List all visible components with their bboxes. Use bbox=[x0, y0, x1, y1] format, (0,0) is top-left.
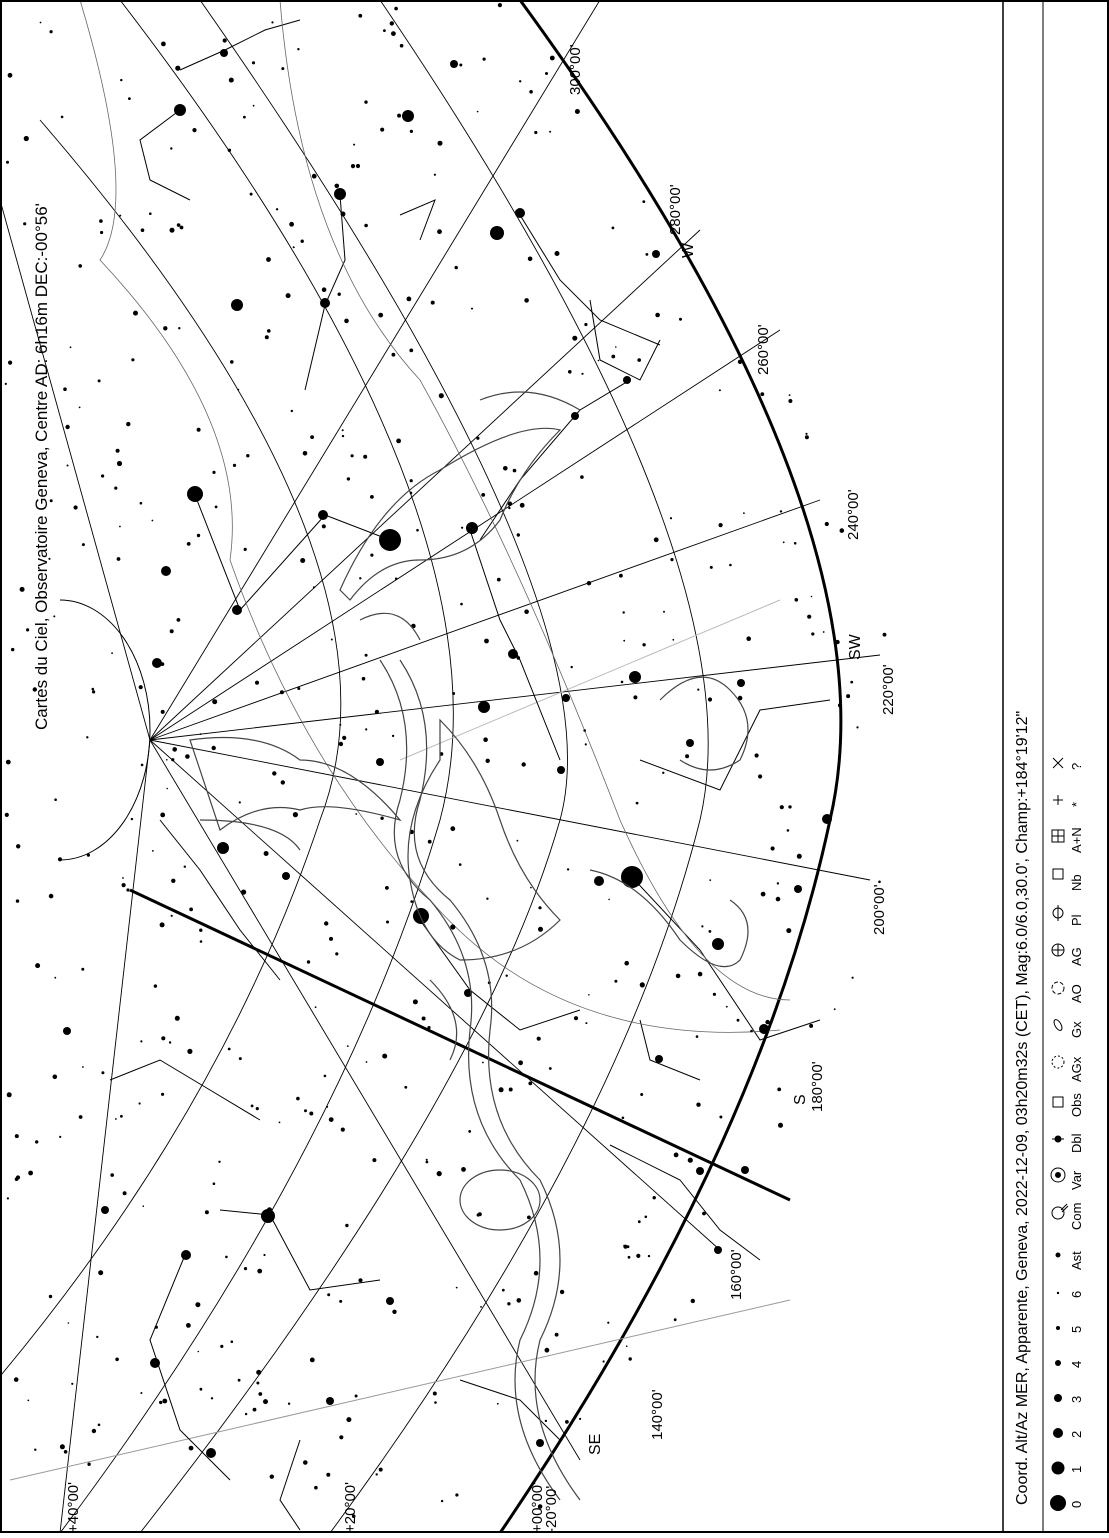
legend-dbl: Dbl bbox=[1069, 1133, 1084, 1153]
cardinal-sw: SW bbox=[847, 633, 864, 660]
meridian-line bbox=[129, 888, 791, 1202]
chart-footer: Coord. Alt/Az MER, Apparente, Geneva, 20… bbox=[1014, 710, 1031, 1505]
az-label-140: 140°00' bbox=[649, 1389, 666, 1440]
alt-label-40: +40°00' bbox=[65, 1482, 82, 1533]
legend-agx: AGx bbox=[1069, 1056, 1084, 1082]
azimuth-labels: 300°00' 280°00' 260°00' 240°00' 220°00' … bbox=[567, 44, 897, 1440]
az-label-260: 260°00' bbox=[755, 324, 772, 375]
milky-way-outline bbox=[80, 2, 781, 1033]
milky-way-outline-2 bbox=[279, 2, 791, 1001]
ecliptic-line bbox=[399, 599, 781, 761]
legend-unknown: ? bbox=[1069, 762, 1084, 770]
legend-ag: AG bbox=[1069, 947, 1084, 966]
legend-mag-1: 1 bbox=[1069, 1465, 1084, 1473]
alt-label-minus20: -20°00' bbox=[543, 1486, 560, 1533]
az-label-180: 180°00' bbox=[809, 1061, 826, 1112]
legend-nb: Nb bbox=[1069, 874, 1084, 891]
az-label-160: 160°00' bbox=[728, 1249, 745, 1300]
legend-mag-4: 4 bbox=[1069, 1360, 1084, 1368]
legend-star: * bbox=[1069, 801, 1084, 807]
legend-mag-0: 0 bbox=[1069, 1500, 1084, 1508]
legend-ao: AO bbox=[1069, 984, 1084, 1003]
cardinal-labels: W SW S SE bbox=[587, 242, 864, 1455]
zenith-cap bbox=[59, 599, 151, 861]
legend-gx: Gx bbox=[1069, 1021, 1084, 1038]
cardinal-se: SE bbox=[587, 1434, 604, 1455]
legend-magnitude-dots bbox=[1050, 1291, 1066, 1511]
alt-label-20: +20°00' bbox=[342, 1482, 359, 1533]
equator-line bbox=[9, 1299, 791, 1481]
legend-ast: Ast bbox=[1069, 1251, 1084, 1270]
legend-com: Com bbox=[1069, 1202, 1084, 1230]
legend-pl: Pl bbox=[1069, 914, 1084, 926]
constellation-figures bbox=[189, 391, 749, 1501]
legend-mag-5: 5 bbox=[1069, 1325, 1084, 1333]
cardinal-w: W bbox=[680, 242, 697, 258]
az-label-240: 240°00' bbox=[845, 489, 862, 540]
legend-object-symbols bbox=[1050, 757, 1069, 1258]
alt-label-0: +00°00' bbox=[529, 1482, 546, 1533]
legend-a-plus-n: A+N bbox=[1069, 827, 1084, 853]
legend-mag-3: 3 bbox=[1069, 1395, 1084, 1403]
constellation-lines bbox=[109, 19, 831, 1531]
legend-var: Var bbox=[1069, 1170, 1084, 1190]
altitude-labels: +40°00' +20°00' +00°00' -20°00' bbox=[65, 1482, 560, 1533]
legend-obs: Obs bbox=[1069, 1093, 1084, 1117]
bright-stars bbox=[63, 49, 832, 1458]
az-label-200: 200°00' bbox=[871, 884, 888, 935]
cardinal-s: S bbox=[792, 1094, 809, 1105]
legend-mag-2: 2 bbox=[1069, 1430, 1084, 1438]
az-label-220: 220°00' bbox=[880, 664, 897, 715]
legend-mag-6: 6 bbox=[1069, 1290, 1084, 1298]
az-label-300: 300°00' bbox=[567, 44, 584, 95]
az-label-280: 280°00' bbox=[667, 184, 684, 235]
chart-title: Cartes du Ciel, Observatoire Geneva, Cen… bbox=[32, 203, 51, 730]
azimuth-grid bbox=[2, 2, 881, 1531]
